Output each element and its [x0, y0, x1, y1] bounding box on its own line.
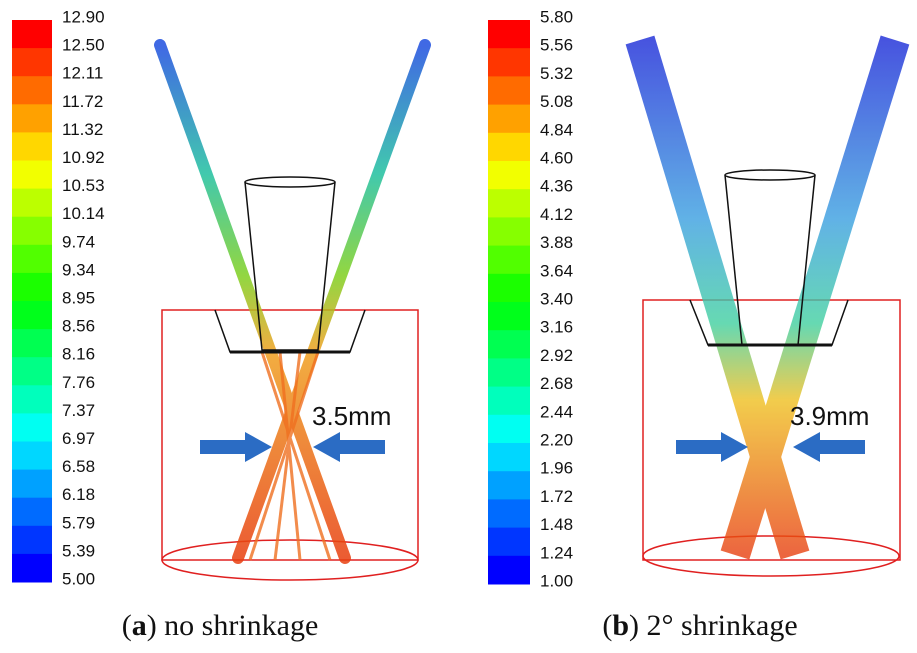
- colorbar-label: 1.00: [540, 571, 573, 590]
- colorbar-label: 5.79: [62, 513, 95, 532]
- colorbar-label: 2.44: [540, 402, 573, 421]
- color-band: [488, 104, 530, 134]
- color-band: [12, 244, 52, 274]
- color-band: [488, 161, 530, 190]
- color-band: [488, 414, 530, 444]
- colorbar: 5.80 5.56 5.32 5.08 4.84 4.60 4.36 4.12 3.88 3.64…: [488, 7, 573, 590]
- colorbar-label: 7.37: [62, 401, 95, 420]
- color-band: [12, 497, 52, 527]
- color-band: [488, 527, 530, 557]
- colorbar-label: 3.64: [540, 261, 573, 280]
- color-band: [12, 553, 52, 583]
- color-band: [488, 48, 530, 77]
- color-band: [488, 386, 530, 416]
- colorbar-label: 11.32: [62, 120, 103, 139]
- colorbar-label: 4.12: [540, 205, 573, 224]
- colorbar-label: 9.74: [62, 232, 95, 251]
- color-band: [488, 189, 530, 218]
- colorbar-label: 8.16: [62, 345, 95, 364]
- colorbar: 12.90 12.50 12.11 11.72 11.32 10.92 10.53 10.14…: [12, 7, 105, 588]
- color-band: [488, 302, 530, 331]
- colorbar-label: 6.58: [62, 457, 95, 476]
- colorbar-label: 5.00: [62, 569, 95, 588]
- colorbar-label: 5.80: [540, 7, 573, 26]
- annotation: 3.9mm: [790, 401, 869, 431]
- annotation: 3.5mm: [312, 401, 391, 431]
- colorbar-label: 4.36: [540, 177, 573, 196]
- colorbar-label: 4.60: [540, 148, 573, 167]
- colorbar-label: 6.18: [62, 485, 95, 504]
- color-band: [488, 245, 530, 275]
- colorbar-label: 3.16: [540, 318, 573, 337]
- colorbar-label: 8.56: [62, 317, 95, 336]
- illustration-b: [625, 35, 910, 577]
- caption-open: (: [122, 609, 132, 642]
- colorbar-label: 10.53: [62, 176, 105, 195]
- colorbar-label: 1.96: [540, 459, 573, 478]
- color-band: [488, 499, 530, 529]
- colorbar-label: 3.88: [540, 233, 573, 252]
- colorbar-label: 12.50: [62, 36, 105, 55]
- color-band: [12, 413, 52, 442]
- color-band: [488, 555, 530, 585]
- colorbar-label: 6.97: [62, 429, 95, 448]
- colorbar-label: 2.68: [540, 374, 573, 393]
- color-band: [12, 104, 52, 133]
- colorbar-label: 1.24: [540, 543, 573, 562]
- color-band: [488, 358, 530, 388]
- color-band: [488, 273, 530, 303]
- colorbar-label: 1.48: [540, 515, 573, 534]
- colorbar-label: 10.92: [62, 148, 105, 167]
- caption-label: a: [132, 609, 147, 642]
- colorbar-label: 5.56: [540, 36, 573, 55]
- colorbar-label: 9.34: [62, 260, 95, 279]
- colorbar-label: 8.95: [62, 288, 95, 307]
- caption-text: ) no shrinkage: [147, 609, 319, 642]
- color-band: [488, 471, 530, 500]
- colorbar-label: 2.20: [540, 430, 573, 449]
- color-band: [488, 76, 530, 106]
- color-band: [12, 469, 52, 499]
- color-band: [488, 20, 530, 49]
- color-band: [12, 216, 52, 246]
- color-band: [488, 132, 530, 162]
- colorbar-label: 11.72: [62, 92, 103, 111]
- colorbar-label: 5.08: [540, 92, 573, 111]
- colorbar-label: 12.90: [62, 7, 105, 26]
- color-band: [12, 48, 52, 77]
- caption: (a) no shrinkage: [122, 609, 319, 642]
- color-band: [12, 188, 52, 218]
- color-band: [12, 160, 52, 190]
- color-band: [12, 525, 52, 555]
- caption-open: (: [602, 609, 612, 642]
- color-band: [12, 301, 52, 330]
- color-band: [12, 132, 52, 161]
- colorbar-label: 2.92: [540, 346, 573, 365]
- colorbar-label: 7.76: [62, 373, 95, 392]
- color-band: [12, 272, 52, 302]
- color-band: [488, 330, 530, 359]
- illustration-a: [154, 39, 431, 581]
- color-band: [488, 443, 530, 472]
- color-band: [12, 20, 52, 49]
- color-band: [12, 76, 52, 105]
- colorbar-label: 1.72: [540, 487, 573, 506]
- color-band: [488, 217, 530, 247]
- color-band: [12, 441, 52, 471]
- caption-text: ) 2° shrinkage: [629, 609, 798, 642]
- color-band: [12, 329, 52, 358]
- colorbar-label: 4.84: [540, 120, 573, 139]
- colorbar-label: 5.39: [62, 541, 95, 560]
- colorbar-label: 3.40: [540, 289, 573, 308]
- color-band: [12, 357, 52, 386]
- caption: (b) 2° shrinkage: [602, 609, 797, 642]
- colorbar-label: 10.14: [62, 204, 105, 223]
- colorbar-label: 5.32: [540, 64, 573, 83]
- colorbar-label: 12.11: [62, 64, 103, 83]
- caption-label: b: [612, 609, 629, 642]
- color-band: [12, 385, 52, 414]
